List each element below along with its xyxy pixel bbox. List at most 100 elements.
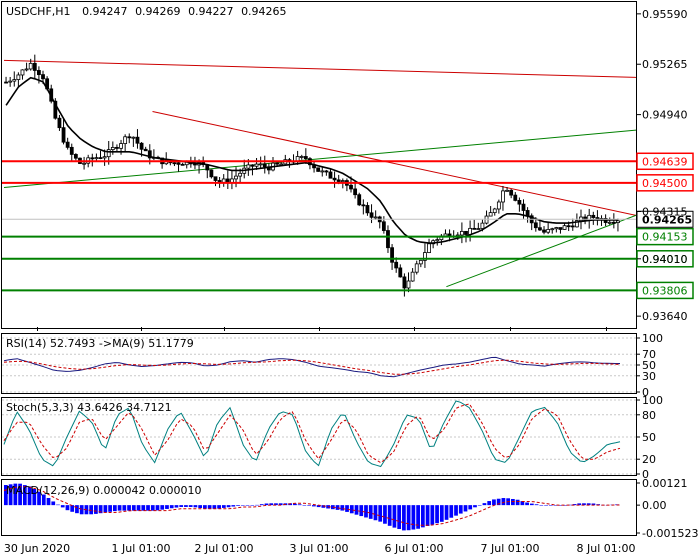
candle-body xyxy=(41,74,45,80)
macd-histogram-bar xyxy=(591,503,596,506)
macd-histogram-bar xyxy=(463,505,468,512)
candle-body xyxy=(574,220,579,228)
candle-body xyxy=(20,69,25,76)
candle-body xyxy=(472,227,477,230)
macd-histogram-bar xyxy=(75,505,79,514)
candle-body xyxy=(258,163,263,166)
candle-body xyxy=(238,172,243,177)
main-panel[interactable] xyxy=(1,1,637,329)
rsi-tick-label: 50 xyxy=(642,359,656,372)
candle-body xyxy=(24,68,29,71)
level-label: 0.94153 xyxy=(642,231,688,244)
time-tick-label: 8 Jul 01:00 xyxy=(577,542,636,555)
candle-body xyxy=(115,147,119,149)
rsi-series-line xyxy=(3,359,621,375)
macd-histogram-bar xyxy=(383,505,387,524)
macd-histogram-bar xyxy=(444,505,449,520)
macd-histogram-bar xyxy=(212,505,217,509)
candle-body xyxy=(57,117,62,129)
price-tick-label: 0.94315 xyxy=(642,206,688,219)
macd-histogram-bar xyxy=(402,505,406,531)
macd-histogram-bar xyxy=(378,505,383,522)
price-tick-label: 0.95590 xyxy=(642,8,688,21)
macd-histogram-bar xyxy=(354,505,359,515)
macd-histogram-bar xyxy=(188,505,193,507)
macd-histogram-bar xyxy=(250,505,255,506)
moving-average-line xyxy=(5,76,618,244)
symbol-title: USDCHF,H1 0.94247 0.94269 0.94227 0.9426… xyxy=(6,5,287,18)
macd-histogram-bar xyxy=(492,499,496,506)
candle-body xyxy=(558,227,563,230)
candle-body xyxy=(423,252,427,261)
candle-body xyxy=(332,177,337,181)
candle-body xyxy=(172,162,177,165)
candle-body xyxy=(193,163,197,166)
candle-body xyxy=(418,259,423,265)
candle-body xyxy=(73,154,78,159)
macd-histogram-bar xyxy=(169,505,174,509)
candle-body xyxy=(365,205,370,214)
candle-body xyxy=(254,163,259,167)
macd-histogram-bar xyxy=(577,503,582,506)
candle-body xyxy=(275,162,279,165)
macd-histogram-bar xyxy=(293,503,297,506)
macd-histogram-bar xyxy=(544,505,548,506)
level-label: 0.94639 xyxy=(642,155,688,168)
macd-histogram-bar xyxy=(94,505,98,514)
rsi-series-line xyxy=(3,356,620,378)
macd-histogram-bar xyxy=(297,504,302,506)
macd-histogram-bar xyxy=(70,505,75,512)
candle-body xyxy=(492,208,497,214)
macd-histogram-bar xyxy=(179,505,184,507)
candle-body xyxy=(12,79,17,82)
macd-histogram-bar xyxy=(373,505,378,521)
candle-body xyxy=(566,225,571,228)
macd-label: MACD(12,26,9) 0.000042 0.000010 xyxy=(6,484,202,497)
candle-body xyxy=(349,184,353,190)
macd-histogram-bar xyxy=(269,503,274,506)
macd-histogram-bar xyxy=(525,502,529,506)
candle-body xyxy=(303,156,308,160)
candle-body xyxy=(69,146,74,155)
price-tick-label: 0.93640 xyxy=(642,310,688,323)
macd-histogram-bar xyxy=(37,491,41,506)
macd-histogram-bar xyxy=(302,505,307,506)
trendline-red xyxy=(152,111,637,216)
level-label-box xyxy=(636,227,694,246)
candle-body xyxy=(106,149,111,158)
candle-body xyxy=(340,180,345,182)
macd-histogram-bar xyxy=(349,505,354,514)
candle-body xyxy=(94,157,99,160)
time-tick-label: 1 Jul 01:00 xyxy=(112,542,171,555)
macd-histogram-bar xyxy=(198,505,203,509)
macd-tick-label: -0.001523 xyxy=(642,527,698,540)
price-tick-label: 0.94940 xyxy=(642,109,688,122)
candle-body xyxy=(176,162,181,165)
macd-histogram-bar xyxy=(193,505,198,508)
macd-histogram-bar xyxy=(112,505,117,512)
candle-body xyxy=(135,136,140,144)
candle-body xyxy=(550,228,555,231)
macd-histogram-bar xyxy=(22,485,27,506)
macd-histogram-bar xyxy=(567,504,572,506)
level-label-box xyxy=(636,174,694,192)
macd-tick-label: 0.00121 xyxy=(642,477,688,490)
macd-histogram-bar xyxy=(496,498,501,506)
candle-body xyxy=(607,221,612,224)
macd-histogram-bar xyxy=(539,504,544,506)
macd-histogram-bar xyxy=(184,505,188,507)
candle-body xyxy=(435,239,440,242)
macd-histogram-bar xyxy=(127,505,131,511)
candle-body xyxy=(505,189,509,192)
macd-histogram-bar xyxy=(89,505,94,515)
macd-histogram-bar xyxy=(340,505,345,511)
candle-body xyxy=(279,163,284,166)
macd-panel[interactable] xyxy=(1,479,637,536)
rsi-tick-label: 70 xyxy=(642,348,656,361)
candle-body xyxy=(61,127,66,143)
macd-histogram-bar xyxy=(217,505,221,509)
macd-histogram-bar xyxy=(345,505,349,512)
macd-histogram-bar xyxy=(117,505,122,511)
macd-histogram-bar xyxy=(240,505,245,506)
macd-histogram-bar xyxy=(236,505,240,506)
